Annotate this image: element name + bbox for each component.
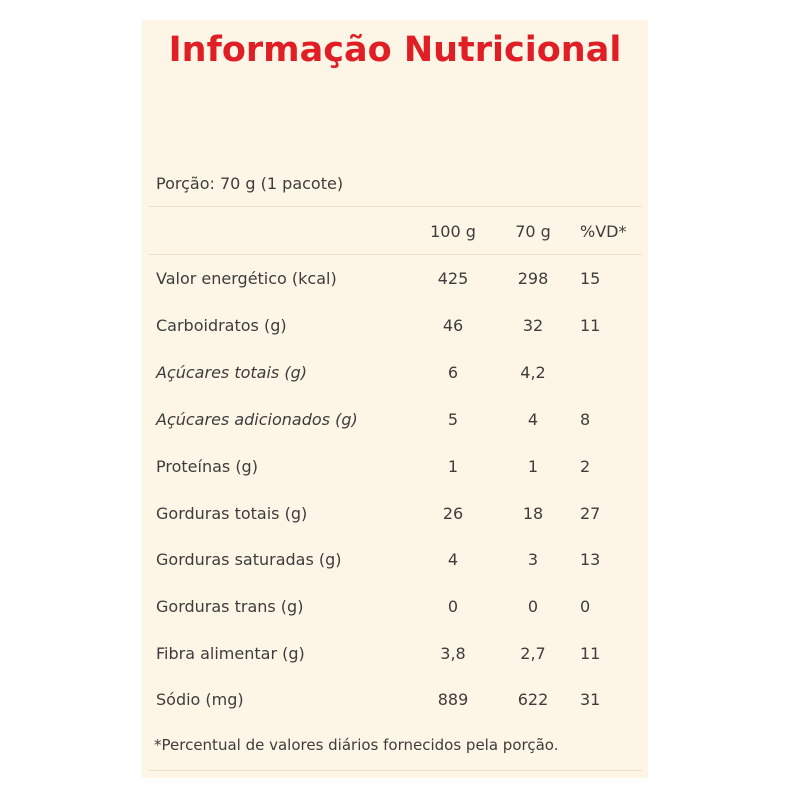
value-per-100g: 5 [447, 410, 459, 429]
value-per-100g: 425 [437, 269, 469, 288]
nutrient-name: Fibra alimentar (g) [156, 644, 305, 663]
value-vd: 13 [580, 550, 601, 569]
value-per-serving: 1 [527, 457, 539, 476]
table-row: Gorduras saturadas (g) 4 3 13 [142, 536, 648, 583]
nutrient-name: Gorduras trans (g) [156, 597, 304, 616]
value-vd: 0 [580, 597, 591, 616]
value-per-serving: 2,7 [520, 644, 546, 663]
table-row: Carboidratos (g) 46 32 11 [142, 302, 648, 349]
value-vd: 31 [580, 690, 601, 709]
nutrition-panel: Informação Nutricional Porção: 70 g (1 p… [142, 20, 648, 778]
value-per-serving: 4 [527, 410, 539, 429]
table-header-row: 100 g 70 g %VD* [142, 208, 648, 255]
value-vd: 8 [580, 410, 591, 429]
footnote: *Percentual de valores diários fornecido… [154, 736, 559, 754]
table-row: Fibra alimentar (g) 3,8 2,7 11 [142, 630, 648, 677]
table-row: Gorduras trans (g) 0 0 0 [142, 583, 648, 630]
nutrient-name: Proteínas (g) [156, 457, 258, 476]
value-per-serving: 298 [517, 269, 549, 288]
page-title: Informação Nutricional [168, 30, 622, 70]
divider [148, 206, 642, 207]
divider [148, 254, 642, 255]
table-row: Açúcares totais (g) 6 4,2 [142, 349, 648, 396]
value-vd: 15 [580, 269, 601, 288]
value-vd: 11 [580, 644, 601, 663]
nutrient-name: Açúcares adicionados (g) [156, 410, 358, 429]
nutrient-name: Gorduras saturadas (g) [156, 550, 342, 569]
value-per-serving: 3 [527, 550, 539, 569]
table-row: Proteínas (g) 1 1 2 [142, 443, 648, 490]
value-per-100g: 1 [447, 457, 459, 476]
table-row: Gorduras totais (g) 26 18 27 [142, 490, 648, 537]
nutrient-name: Carboidratos (g) [156, 316, 287, 335]
value-per-serving: 4,2 [520, 363, 546, 382]
value-per-100g: 6 [447, 363, 459, 382]
value-per-100g: 46 [442, 316, 464, 335]
value-per-100g: 889 [437, 690, 469, 709]
value-per-serving: 622 [517, 690, 549, 709]
value-per-serving: 18 [522, 504, 544, 523]
value-per-100g: 0 [447, 597, 459, 616]
value-per-100g: 4 [447, 550, 459, 569]
column-header-serving: 70 g [515, 222, 551, 241]
nutrient-name: Valor energético (kcal) [156, 269, 337, 288]
column-header-100g: 100 g [430, 222, 476, 241]
divider [148, 770, 642, 771]
value-per-serving: 32 [522, 316, 544, 335]
value-per-serving: 0 [527, 597, 539, 616]
table-row: Sódio (mg) 889 622 31 [142, 676, 648, 723]
nutrient-name: Gorduras totais (g) [156, 504, 308, 523]
serving-size: Porção: 70 g (1 pacote) [156, 174, 344, 193]
table-row: Valor energético (kcal) 425 298 15 [142, 255, 648, 302]
value-vd: 2 [580, 457, 591, 476]
column-header-vd: %VD* [580, 222, 627, 241]
value-vd: 11 [580, 316, 601, 335]
value-per-100g: 26 [442, 504, 464, 523]
table-row: Açúcares adicionados (g) 5 4 8 [142, 396, 648, 443]
value-vd [572, 349, 640, 396]
nutrient-name: Açúcares totais (g) [156, 363, 307, 382]
nutrient-name: Sódio (mg) [156, 690, 244, 709]
value-vd: 27 [580, 504, 601, 523]
value-per-100g: 3,8 [440, 644, 466, 663]
